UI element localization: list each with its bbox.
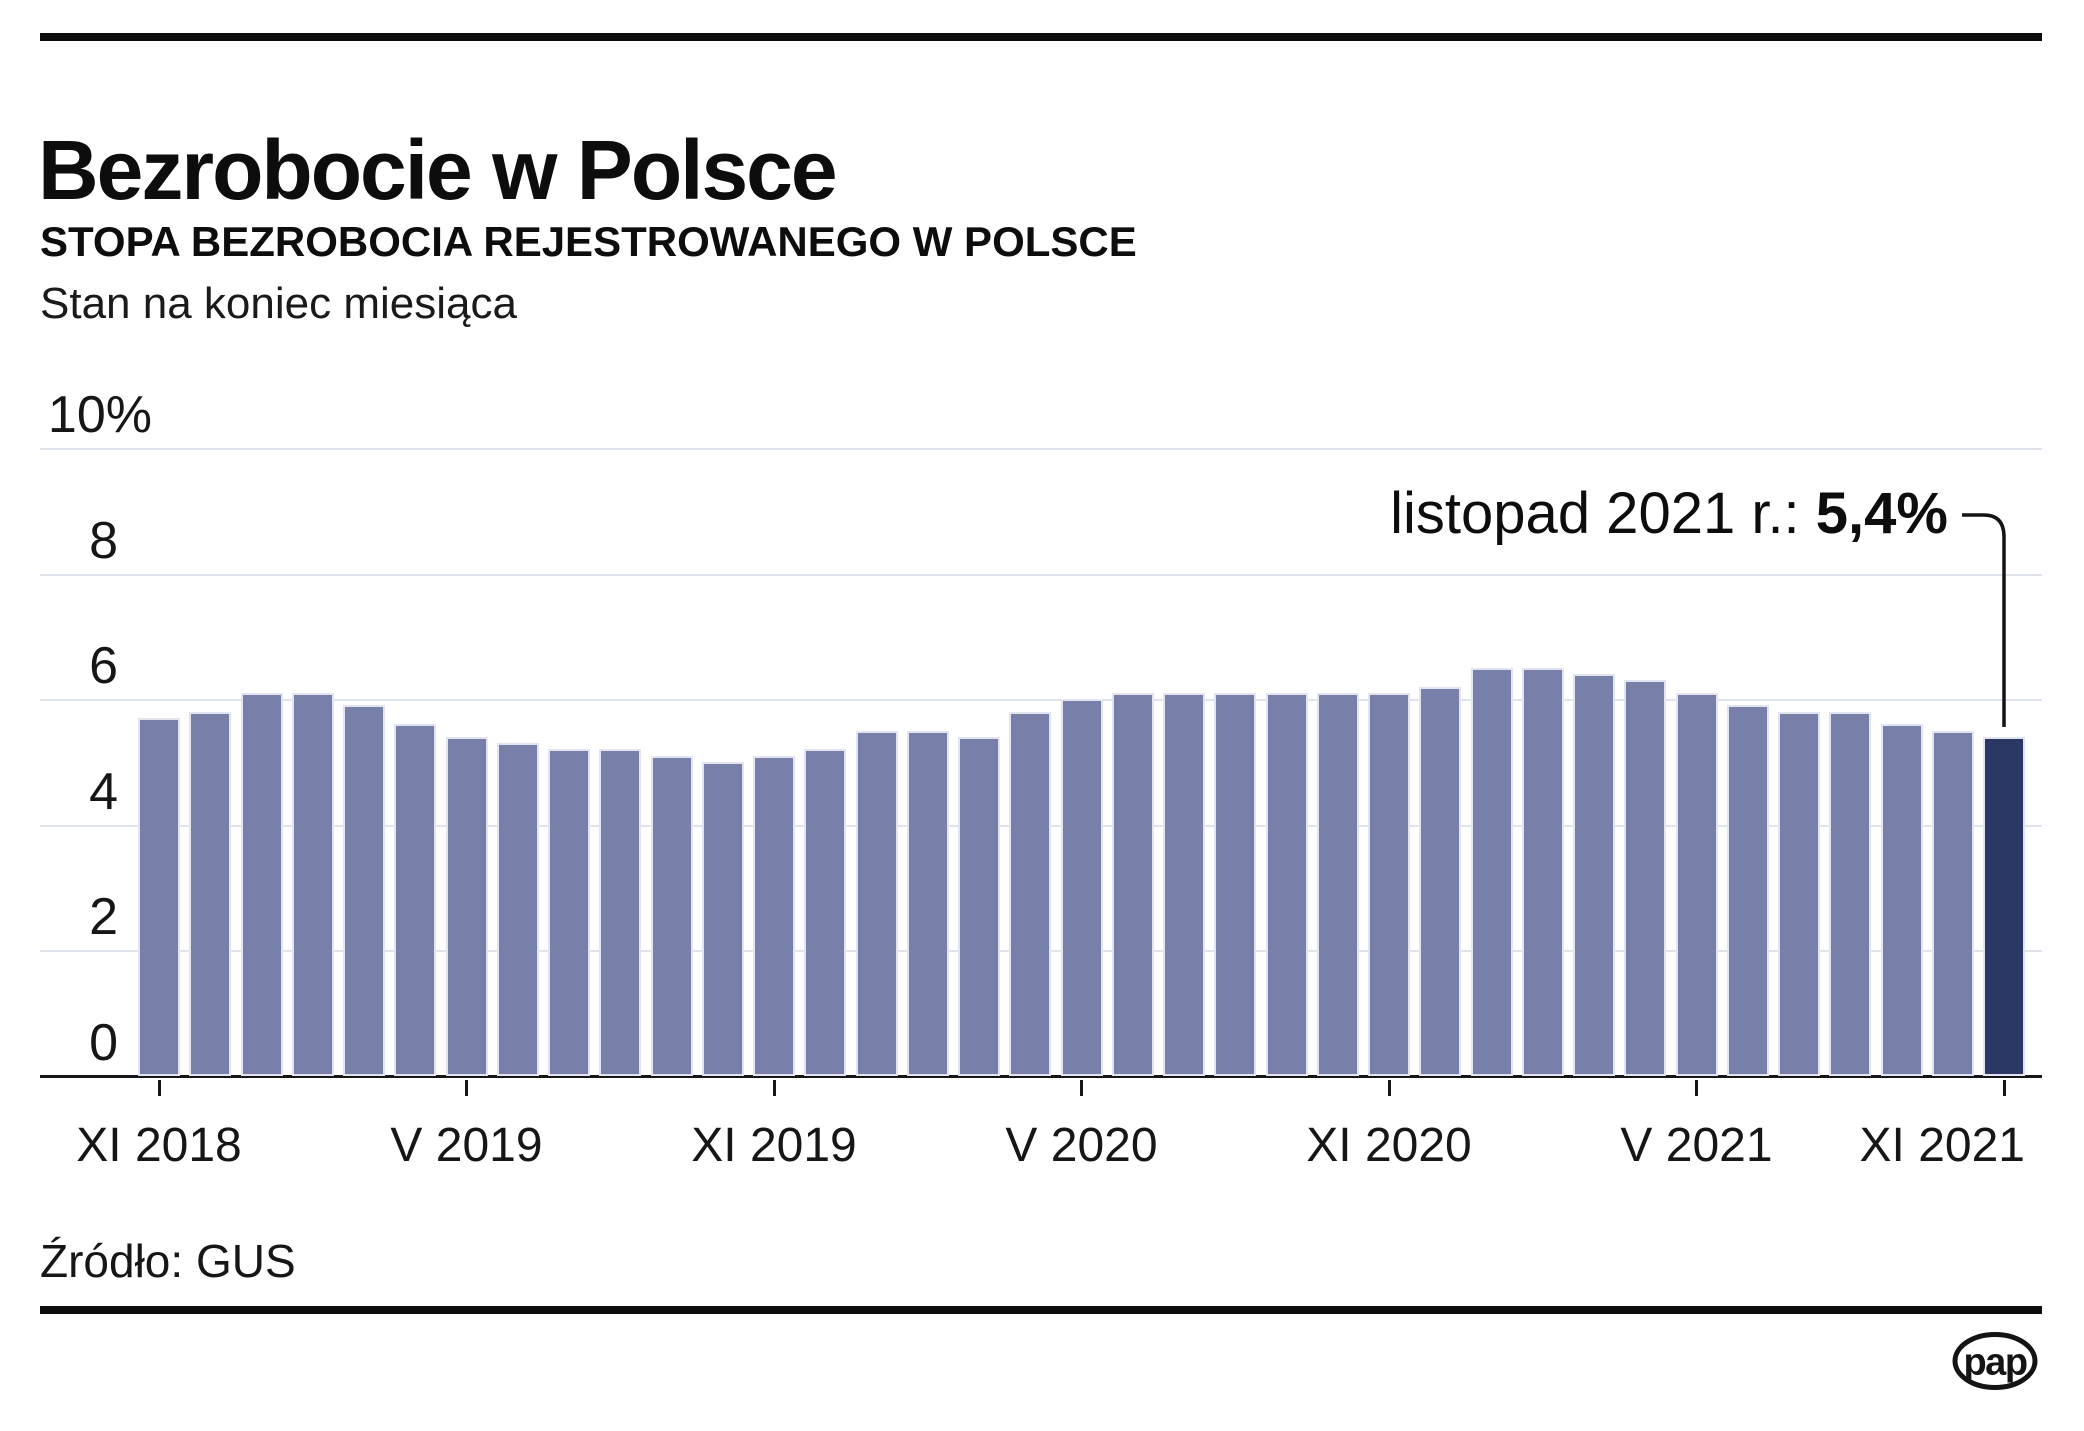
bar: [1214, 692, 1257, 1076]
plot-area: [40, 448, 2042, 1078]
chart-subtitle: STOPA BEZROBOCIA REJESTROWANEGO W POLSCE: [40, 218, 1137, 265]
bar: [1624, 680, 1667, 1076]
y-axis-label: 6: [89, 637, 118, 696]
bar: [1009, 711, 1052, 1076]
x-axis-label: V 2021: [1620, 1119, 1773, 1172]
x-axis-tick: [1387, 1080, 1391, 1096]
x-axis-label: XI 2021: [1859, 1119, 2025, 1172]
x-axis-tick: [465, 1080, 468, 1096]
bottom-rule: [40, 1306, 2042, 1314]
bar: [1368, 692, 1410, 1076]
bar: [445, 736, 488, 1076]
y-axis-label: 2: [89, 888, 118, 947]
bar: [958, 736, 1000, 1076]
y-axis-label: 4: [89, 762, 118, 821]
x-axis-label: XI 2018: [76, 1119, 242, 1172]
bar: [240, 692, 283, 1076]
bar: [1726, 705, 1769, 1076]
x-axis-tick: [1695, 1080, 1698, 1096]
x-axis-line: [40, 1075, 2042, 1078]
x-axis-label: XI 2019: [691, 1119, 857, 1172]
chart-note: Stan na koniec miesiąca: [40, 279, 517, 328]
bar: [650, 755, 693, 1076]
bar: [1521, 667, 1564, 1076]
annotation-label: listopad 2021 r.:: [1390, 481, 1816, 546]
x-axis-tick: [157, 1080, 161, 1096]
bar: [1778, 711, 1820, 1076]
bar: [599, 749, 642, 1076]
gridline: [40, 448, 2042, 450]
x-axis-label: V 2019: [390, 1119, 543, 1172]
bar: [1060, 699, 1103, 1076]
x-axis-label: V 2020: [1005, 1119, 1158, 1172]
bar: [189, 711, 232, 1076]
bar: [753, 755, 795, 1076]
y-axis-label: 10%: [47, 386, 152, 444]
bar: [1419, 686, 1462, 1076]
bar: [1163, 692, 1205, 1076]
bar: [1573, 674, 1615, 1076]
y-axis-label: 8: [89, 511, 118, 570]
gridline: [40, 573, 2042, 576]
bar: [1111, 692, 1154, 1076]
x-axis-label: XI 2020: [1306, 1119, 1472, 1172]
annotation: listopad 2021 r.: 5,4%: [1390, 479, 1948, 549]
bar: [548, 749, 590, 1076]
bar: [804, 749, 847, 1076]
bar: [1316, 692, 1359, 1076]
y-axis-label: 0: [89, 1014, 118, 1072]
bar: [906, 730, 949, 1076]
bar: [1880, 724, 1923, 1076]
bar: [855, 730, 898, 1076]
pap-logo-text: pap: [1963, 1342, 2026, 1384]
x-axis-tick: [772, 1080, 776, 1096]
bar: [1470, 667, 1513, 1076]
annotation-value: 5,4%: [1815, 481, 1948, 546]
bar: [394, 724, 437, 1076]
bar: [701, 762, 744, 1076]
bar: [496, 743, 539, 1076]
bar: [138, 718, 180, 1076]
x-axis-tick: [2002, 1080, 2006, 1096]
bar: [343, 705, 385, 1076]
source-text: Źródło: GUS: [40, 1235, 296, 1287]
pap-logo: pap: [1952, 1332, 2038, 1390]
top-rule: [40, 33, 2042, 41]
highlighted-bar: [1983, 736, 2025, 1076]
bar: [1931, 730, 1974, 1076]
page-title: Bezrobocie w Polsce: [38, 123, 838, 218]
pap-logo-ellipse: [1952, 1332, 2038, 1390]
x-axis-tick: [1080, 1080, 1083, 1096]
bar: [1829, 711, 1872, 1076]
bar: [1675, 692, 1718, 1076]
bar: [291, 692, 334, 1076]
bar: [1265, 692, 1308, 1076]
gridline: [40, 699, 2042, 702]
